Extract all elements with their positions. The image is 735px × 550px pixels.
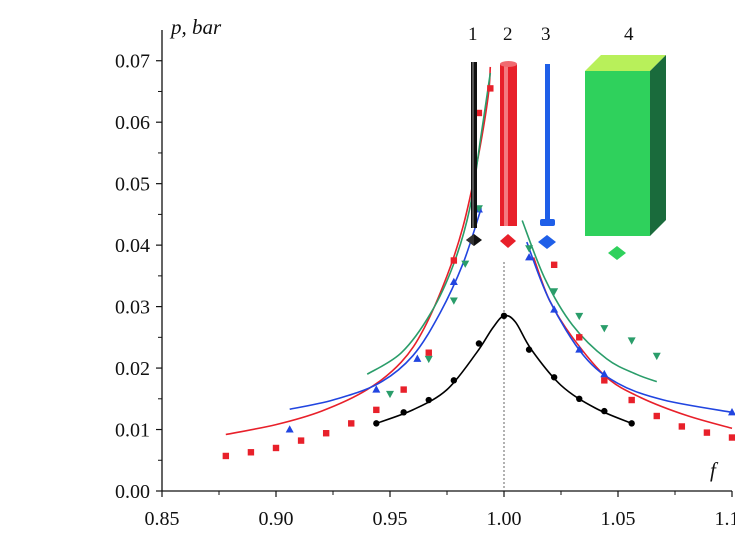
series-4-point [653,353,661,360]
series-1-point [400,409,406,415]
series-2-point [576,334,582,340]
series-2-point [729,434,735,440]
series-2-point [654,413,660,419]
series-4-point [450,297,458,304]
series-3-point [413,355,421,362]
x-tick-label: 1.05 [601,508,636,530]
series-2-point [400,386,406,392]
x-axis-title: f [710,458,719,482]
series-2-point [487,85,493,91]
series-3-point [286,425,294,432]
y-axis-title: p, bar [169,15,222,39]
series-2-point [679,423,685,429]
y-tick-label: 0.05 [115,174,150,196]
series-4-point [425,356,433,363]
series-2-point [704,429,710,435]
series-1-point [628,420,634,426]
series-1-point [526,346,532,352]
series-2-point [273,445,279,451]
series-2-point [426,350,432,356]
series-2-point [628,397,634,403]
series-2-point [373,407,379,413]
series-2-point [248,449,254,455]
y-tick-label: 0.02 [115,358,150,380]
series-1-point [501,313,507,319]
x-tick-label: 1.00 [487,508,522,530]
series-1-point [601,408,607,414]
series-3-point [550,305,558,312]
element-3-rod [545,64,550,222]
series-1-point [451,377,457,383]
vibration-arrow-2 [500,234,516,248]
series-2-point [323,430,329,436]
series-4-point [575,313,583,320]
series-2-point [601,377,607,383]
x-tick-label: 0.90 [259,508,294,530]
x-tick-label: 0.95 [373,508,408,530]
element-2-cylinder [500,64,517,226]
vibration-arrow-4 [608,246,626,260]
series-3-fit-right-curve [527,242,732,412]
element-1-highlight [472,62,474,228]
series-4-point [600,325,608,332]
y-tick-label: 0.03 [115,297,150,319]
element-label-2: 2 [503,24,513,45]
element-illustrations [466,55,666,260]
series-4-point [386,391,394,398]
y-tick-label: 0.04 [115,235,150,257]
element-2-cap [500,61,517,67]
series-2-point [348,420,354,426]
series-2-point [451,257,457,263]
series-2-fit-left-curve [226,67,491,435]
y-tick-label: 0.06 [115,112,150,134]
element-label-1: 1 [468,24,478,45]
vibration-arrow-1 [466,234,482,246]
y-tick-label: 0.01 [115,420,150,442]
x-tick-label: 1.10 [715,508,735,530]
element-label-3: 3 [541,24,551,45]
series-2-point [223,453,229,459]
series-2-point [298,437,304,443]
series-2-point [551,262,557,268]
vibration-arrow-3 [538,235,556,249]
series-1-point [426,397,432,403]
series-1-point [373,420,379,426]
element-label-4: 4 [624,24,634,45]
series-4-point [628,337,636,344]
series-1-point [476,340,482,346]
series-1-point [551,374,557,380]
element-4-side [650,55,666,236]
element-3-base [540,219,555,226]
y-tick-label: 0.07 [115,51,150,73]
y-tick-label: 0.00 [115,481,150,503]
element-4-front [585,71,650,236]
series-1-point [576,396,582,402]
element-2-highlight [504,64,508,226]
x-tick-label: 0.85 [145,508,180,530]
